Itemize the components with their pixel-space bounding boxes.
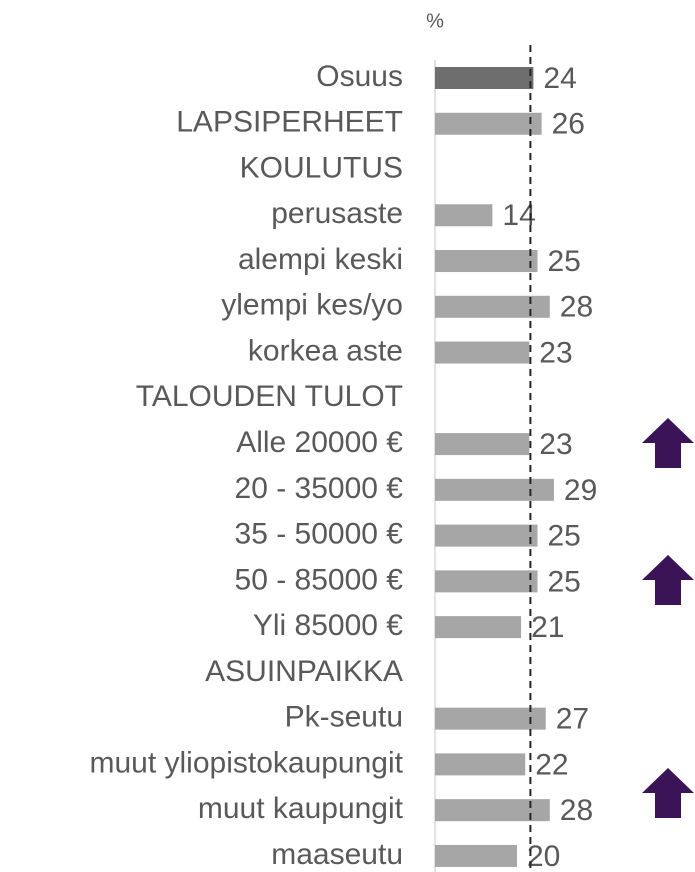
category-label: ylempi kes/yo [221,289,403,322]
bar [435,616,522,639]
value-label: 22 [535,748,568,781]
bar [435,67,534,89]
value-label: 26 [552,108,585,141]
up-arrow [642,768,694,818]
up-arrow [642,555,694,605]
bar [435,250,538,273]
bar [435,204,493,227]
category-label: 35 - 50000 € [235,518,404,551]
bar [435,112,542,135]
category-label: TALOUDEN TULOT [136,380,403,413]
bar [435,799,550,822]
value-label: 29 [564,474,597,507]
category-label: muut kaupungit [198,792,404,825]
value-label: 27 [556,703,589,736]
category-label: 50 - 85000 € [235,563,404,596]
category-label: perusaste [271,197,403,230]
value-label: 25 [548,520,581,553]
value-label: 24 [543,62,576,95]
category-label: ASUINPAIKKA [205,655,403,688]
value-label: 23 [539,428,572,461]
category-label: LAPSIPERHEET [176,106,403,139]
bar [435,295,550,318]
bar [435,433,530,456]
category-label: Pk-seutu [285,701,403,734]
value-label: 20 [527,840,560,872]
bar [435,844,517,867]
category-label: maaseutu [271,838,403,871]
unit-label: % [426,10,444,32]
value-label: 25 [548,245,581,278]
category-label: KOULUTUS [240,151,403,184]
value-label: 25 [548,565,581,598]
arrows [642,418,694,818]
bar [435,707,546,730]
category-label: alempi keski [238,243,403,276]
bar [435,341,530,364]
category-label: korkea aste [248,334,403,367]
category-label: Yli 85000 € [253,609,403,642]
value-label: 28 [560,291,593,324]
category-label: 20 - 35000 € [235,472,404,505]
value-label: 23 [539,336,572,369]
value-label: 28 [560,794,593,827]
up-arrow [642,418,694,468]
bar [435,524,538,547]
category-label: muut yliopistokaupungit [89,746,403,779]
category-label: Osuus [316,60,403,93]
category-label: Alle 20000 € [236,426,403,459]
bar [435,570,538,593]
bar [435,753,526,776]
bar [435,478,554,501]
value-label: 21 [531,611,564,644]
